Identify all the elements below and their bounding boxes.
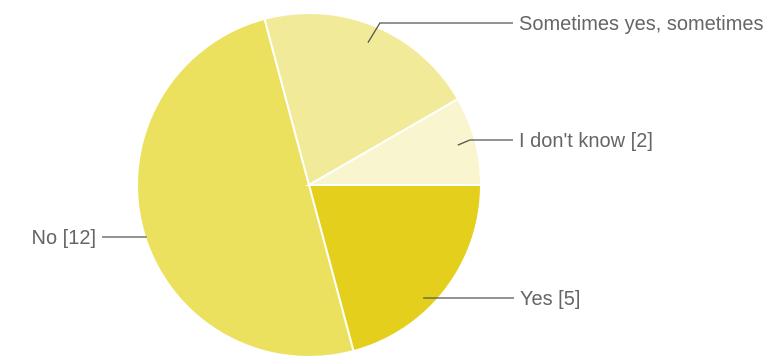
label-leader-lines <box>102 22 514 299</box>
slice-label-yes: Yes [5] <box>520 288 580 310</box>
leader-line-dont-know <box>457 139 513 146</box>
pie-slice-no <box>136 17 355 358</box>
slice-label-no: No [12] <box>32 227 96 249</box>
pie-slices <box>136 12 483 358</box>
pie-slice-yes <box>307 184 483 353</box>
pie-slice-sometimes <box>263 12 460 187</box>
slice-label-dont-know: I don't know [2] <box>519 130 653 152</box>
slice-labels: Yes [5] No [12] Sometimes yes, sometimes n… <box>32 13 768 310</box>
leader-line-sometimes <box>367 22 513 44</box>
slice-label-sometimes: Sometimes yes, sometimes no [5] <box>519 13 768 35</box>
